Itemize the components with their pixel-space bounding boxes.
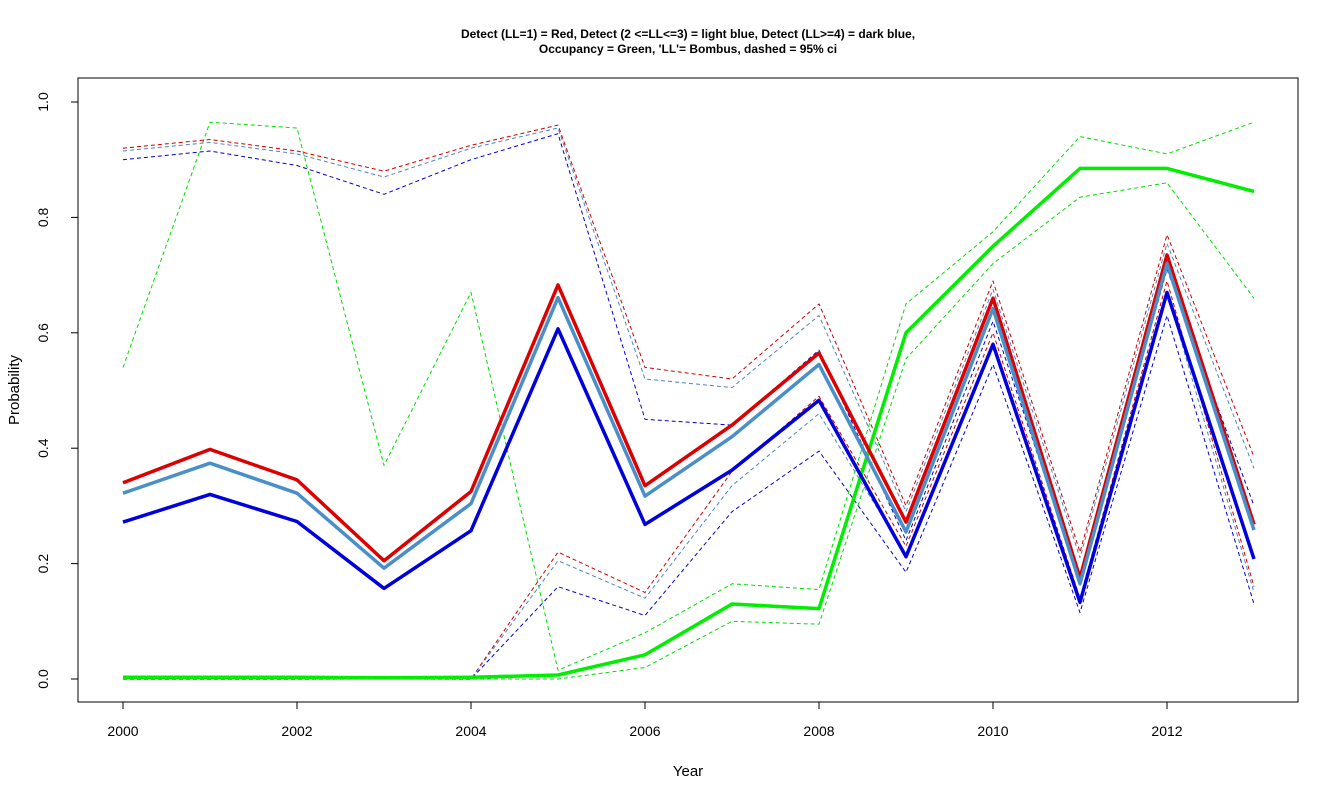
chart-title-line-1: Detect (LL=1) = Red, Detect (2 <=LL<=3) … [461,27,915,41]
ci-line-6 [122,133,1255,582]
ci-line-2 [122,124,1255,553]
ci-line-5 [123,291,1255,680]
estimate-line-10 [122,261,1256,586]
y-tick-label-0.4: 0.4 [35,438,51,458]
estimate-line-8 [123,166,1255,680]
estimate-line-9 [122,253,1256,580]
ci-line-0 [122,121,1255,671]
ci-line-7 [123,315,1255,680]
y-tick-label-0.8: 0.8 [35,207,51,227]
y-tick-label-1.0: 1.0 [35,92,51,112]
ci-line-4 [122,127,1255,559]
y-tick-label-0.0: 0.0 [35,669,51,689]
x-tick-label-2010: 2010 [977,723,1008,739]
x-tick-label-2004: 2004 [455,723,486,739]
y-tick-label-0.2: 0.2 [35,554,51,574]
x-tick-label-2006: 2006 [629,723,660,739]
x-tick-label-2008: 2008 [803,723,834,739]
x-tick-label-2012: 2012 [1151,723,1182,739]
y-tick-label-0.6: 0.6 [35,323,51,343]
y-axis-title: Probability [6,354,23,425]
x-tick-label-2000: 2000 [107,723,138,739]
chart-title-line-2: Occupancy = Green, 'LL'= Bombus, dashed … [539,42,837,56]
estimate-line-11 [122,290,1256,605]
x-axis-title: Year [673,763,703,780]
ci-line-1 [123,182,1255,680]
plot-frame [77,77,1299,703]
plot-lines [122,121,1256,680]
x-tick-label-2002: 2002 [281,723,312,739]
